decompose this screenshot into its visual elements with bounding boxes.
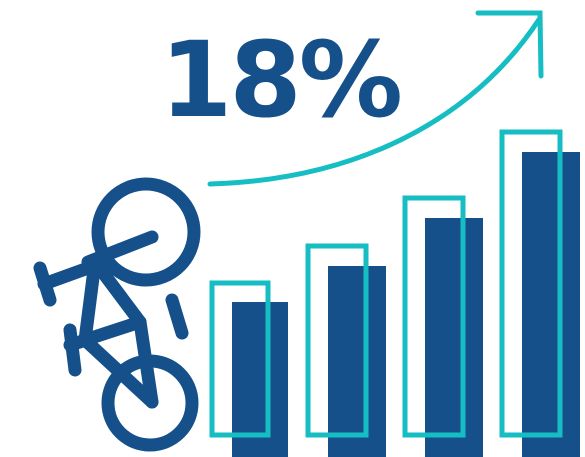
bicycle-pedal <box>165 293 189 340</box>
bicycle-icon <box>33 177 201 452</box>
bar-2-filled <box>328 266 386 457</box>
bar-4-outline <box>499 129 563 438</box>
bicycle-seat-stay <box>78 333 159 409</box>
bar-1-filled <box>232 302 288 457</box>
trend-arrow-curve <box>207 15 543 187</box>
growth-percentage: 18% <box>160 19 403 141</box>
bar-3-filled <box>425 218 483 457</box>
bar-1-outline <box>209 280 271 438</box>
bar-4-filled <box>522 152 580 457</box>
bicycle-chain-stay <box>133 315 159 409</box>
bicycle-saddle <box>63 323 82 377</box>
bar-2-outline <box>305 243 369 438</box>
trend-arrow-head <box>475 10 544 79</box>
bicycle-seat-tube <box>78 315 147 347</box>
bar-3-outline <box>402 195 466 438</box>
trend-arrow-icon <box>207 10 544 187</box>
bicycle-top-tube <box>78 255 102 347</box>
bicycle-down-tube <box>88 255 147 329</box>
bar-chart <box>209 129 580 457</box>
bicycle-front-wheel <box>91 177 201 287</box>
